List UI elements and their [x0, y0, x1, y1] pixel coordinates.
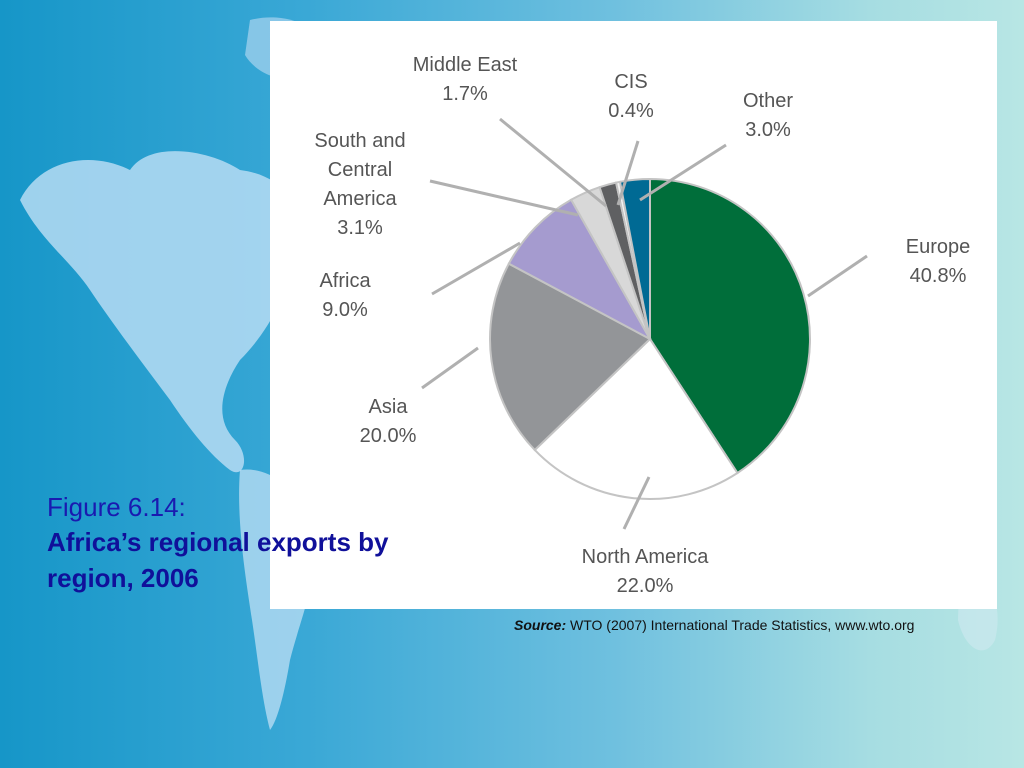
slice-label-other: Other 3.0%	[743, 90, 793, 141]
slice-label-africa: Africa 9.0%	[319, 270, 371, 321]
slice-label-europe: Europe 40.8%	[906, 236, 971, 287]
slice-label-cis: CIS 0.4%	[608, 71, 654, 122]
north-america-shape	[20, 151, 300, 473]
figure-caption: Figure 6.14: Africa’s regional exports b…	[47, 490, 437, 596]
slice-label-middle-east: Middle East 1.7%	[413, 54, 518, 105]
figure-number: Figure 6.14:	[47, 492, 186, 522]
leader-line-middle-east	[499, 117, 607, 208]
slice-label-north-america: North America 22.0%	[582, 546, 710, 597]
slice-label-asia: Asia 20.0%	[360, 396, 417, 447]
leader-line-south-and-central-america	[429, 179, 579, 217]
leader-line-north-america	[622, 476, 651, 530]
chart-panel: Europe 40.8% North America 22.0% Asia 20.0% Af…	[270, 21, 997, 609]
leader-line-asia	[421, 346, 479, 390]
figure-title: Africa’s regional exports by region, 200…	[47, 527, 389, 593]
pie-slice-africa	[507, 198, 653, 342]
leader-line-cis	[616, 140, 640, 206]
slice-label-south-and-central-america: South and Central America 3.1%	[314, 130, 405, 239]
source-line: Source: WTO (2007) International Trade S…	[514, 617, 1014, 633]
leader-line-other	[639, 143, 727, 202]
pie-slice-other	[618, 177, 651, 340]
leader-line-europe	[807, 254, 868, 298]
leader-line-africa	[431, 241, 521, 296]
source-text: WTO (2007) International Trade Statistic…	[570, 617, 915, 633]
pie-chart: Europe 40.8% North America 22.0% Asia 20.0% Af…	[314, 54, 971, 597]
pie-slice-north-america	[533, 337, 739, 500]
source-label: Source:	[514, 617, 567, 633]
pie-slice-asia	[489, 262, 652, 452]
